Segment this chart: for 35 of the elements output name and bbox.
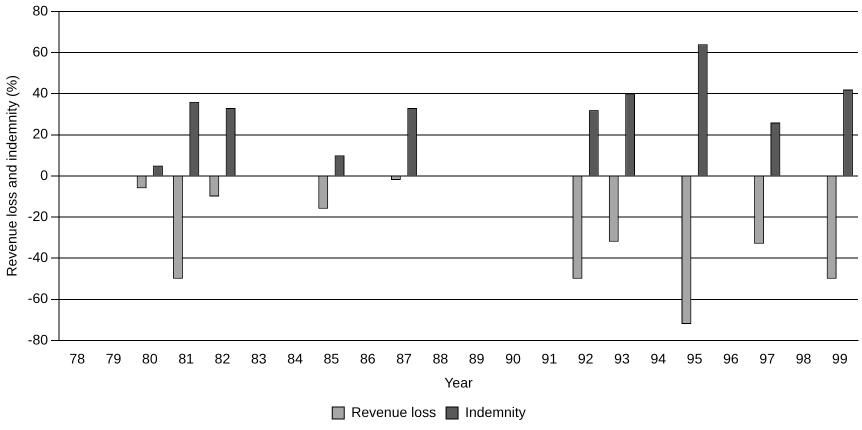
- x-tick-label: 85: [324, 350, 340, 367]
- y-tick-label: 60: [32, 43, 48, 60]
- y-tick-label: 20: [32, 126, 48, 142]
- x-tick-label: 97: [759, 350, 776, 367]
- y-tick-label: 40: [32, 84, 48, 101]
- x-tick-label: 93: [614, 350, 630, 367]
- y-tick-label: -40: [28, 249, 48, 266]
- x-tick-label: 94: [650, 350, 666, 367]
- y-tick-label: -20: [28, 208, 48, 224]
- x-tick-label: 91: [542, 350, 558, 367]
- x-tick-label: 92: [578, 350, 594, 367]
- legend-label: Indemnity: [465, 404, 526, 420]
- x-tick-label: 82: [214, 350, 230, 367]
- y-tick-label: -80: [28, 331, 48, 348]
- y-tick-label: 80: [32, 2, 48, 18]
- x-axis-title: Year: [444, 374, 473, 390]
- x-tick-label: 89: [468, 350, 485, 367]
- x-tick-label: 95: [686, 350, 703, 367]
- x-tick-label: 90: [505, 350, 521, 367]
- x-tick-label: 88: [432, 350, 448, 367]
- x-tick-label: 81: [178, 350, 194, 367]
- y-tick-label: 0: [40, 166, 48, 183]
- y-axis-title: Revenue loss and indemnity (%): [3, 75, 20, 277]
- legend-label: Revenue loss: [351, 404, 436, 420]
- x-tick-label: 79: [106, 350, 122, 367]
- x-tick-label: 80: [142, 350, 158, 367]
- x-tick-label: 99: [832, 350, 848, 367]
- x-tick-label: 86: [360, 350, 376, 367]
- y-tick-label: -60: [28, 290, 48, 306]
- x-tick-label: 78: [69, 350, 86, 367]
- x-tick-label: 83: [250, 350, 267, 367]
- x-tick-label: 98: [796, 350, 812, 367]
- x-tick-label: 96: [723, 350, 739, 367]
- x-tick-label: 87: [396, 350, 412, 367]
- x-tick-label: 84: [287, 350, 304, 367]
